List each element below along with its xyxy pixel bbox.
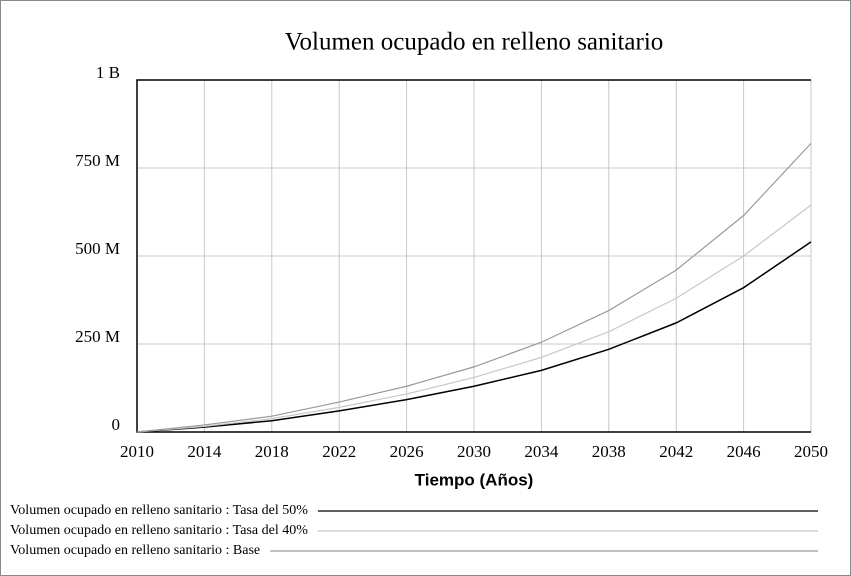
x-tick-label: 2010 xyxy=(120,442,154,461)
y-tick-label: 250 M xyxy=(75,327,120,346)
x-tick-label: 2034 xyxy=(524,442,559,461)
series-line xyxy=(136,204,812,433)
x-tick-label: 2026 xyxy=(390,442,424,461)
legend-label: Volumen ocupado en relleno sanitario : T… xyxy=(10,503,308,518)
x-axis-label: Tiempo (Años) xyxy=(415,470,534,489)
x-tick-label: 2046 xyxy=(727,442,761,461)
x-tick-label: 2050 xyxy=(794,442,828,461)
x-tick-label: 2018 xyxy=(255,442,289,461)
series-line xyxy=(136,241,812,433)
legend-label: Volumen ocupado en relleno sanitario : B… xyxy=(10,543,260,558)
x-tick-label: 2022 xyxy=(322,442,356,461)
y-tick-label: 750 M xyxy=(75,151,120,170)
chart-title: Volumen ocupado en relleno sanitario xyxy=(285,29,664,56)
y-tick-label: 0 xyxy=(112,415,121,434)
plot-frame xyxy=(136,79,811,433)
x-tick-label: 2014 xyxy=(187,442,222,461)
y-tick-label: 1 B xyxy=(96,63,120,82)
x-tick-label: 2030 xyxy=(457,442,491,461)
series-line xyxy=(136,142,812,433)
y-tick-label: 500 M xyxy=(75,239,120,258)
legend-label: Volumen ocupado en relleno sanitario : T… xyxy=(10,523,308,538)
x-tick-label: 2042 xyxy=(659,442,693,461)
x-tick-label: 2038 xyxy=(592,442,626,461)
